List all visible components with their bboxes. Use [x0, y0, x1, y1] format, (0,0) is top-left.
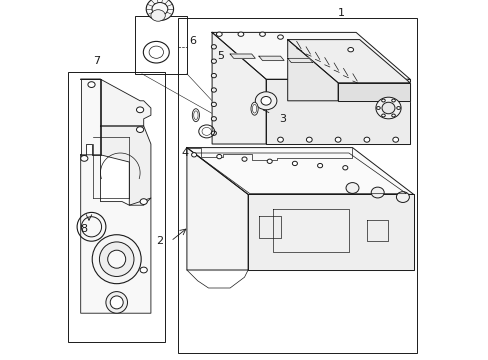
Polygon shape: [101, 126, 151, 205]
Text: 6: 6: [188, 36, 195, 46]
Ellipse shape: [261, 96, 270, 105]
Ellipse shape: [381, 102, 394, 114]
Text: 1: 1: [338, 8, 345, 18]
Ellipse shape: [391, 99, 394, 102]
Ellipse shape: [211, 88, 216, 92]
Ellipse shape: [99, 242, 134, 276]
Polygon shape: [287, 58, 312, 63]
Ellipse shape: [106, 292, 127, 313]
Ellipse shape: [396, 107, 400, 109]
Ellipse shape: [376, 107, 380, 109]
Polygon shape: [212, 32, 409, 79]
Ellipse shape: [211, 59, 216, 63]
Text: 7: 7: [93, 56, 100, 66]
Ellipse shape: [381, 99, 385, 102]
Ellipse shape: [392, 137, 398, 142]
Ellipse shape: [211, 45, 216, 49]
Ellipse shape: [335, 137, 340, 142]
Bar: [178, 18, 416, 353]
Polygon shape: [186, 148, 413, 194]
Ellipse shape: [140, 267, 147, 273]
Ellipse shape: [211, 117, 216, 121]
Text: 3: 3: [278, 114, 285, 124]
Ellipse shape: [255, 92, 276, 110]
Text: 4: 4: [181, 148, 188, 158]
Text: 2: 2: [156, 236, 163, 246]
Ellipse shape: [396, 192, 408, 202]
Polygon shape: [81, 79, 101, 155]
Ellipse shape: [363, 137, 369, 142]
Polygon shape: [230, 54, 255, 58]
Ellipse shape: [370, 187, 384, 198]
Ellipse shape: [216, 154, 222, 159]
Ellipse shape: [347, 48, 353, 52]
Ellipse shape: [381, 114, 385, 117]
Polygon shape: [212, 32, 265, 144]
Ellipse shape: [136, 107, 143, 113]
Ellipse shape: [107, 250, 125, 268]
Polygon shape: [366, 220, 387, 241]
Ellipse shape: [110, 296, 123, 309]
Ellipse shape: [216, 32, 222, 36]
Ellipse shape: [81, 156, 88, 161]
Polygon shape: [265, 79, 409, 144]
Ellipse shape: [266, 159, 272, 163]
Ellipse shape: [92, 235, 141, 284]
Ellipse shape: [242, 157, 246, 161]
Ellipse shape: [136, 127, 143, 132]
Polygon shape: [287, 40, 337, 101]
Ellipse shape: [146, 0, 173, 21]
Ellipse shape: [238, 32, 244, 36]
Bar: [68, 72, 165, 342]
Ellipse shape: [211, 102, 216, 107]
Ellipse shape: [277, 35, 283, 39]
Ellipse shape: [375, 97, 400, 119]
Polygon shape: [258, 56, 284, 60]
Ellipse shape: [306, 137, 311, 142]
Polygon shape: [81, 79, 151, 126]
Ellipse shape: [250, 102, 258, 115]
Ellipse shape: [317, 163, 322, 168]
Ellipse shape: [391, 114, 394, 117]
Ellipse shape: [342, 166, 347, 170]
Text: 5: 5: [217, 51, 224, 61]
Ellipse shape: [191, 153, 196, 157]
Bar: [134, 16, 186, 74]
Ellipse shape: [211, 131, 216, 135]
Ellipse shape: [292, 161, 297, 166]
Ellipse shape: [277, 137, 283, 142]
Ellipse shape: [259, 32, 265, 36]
Ellipse shape: [88, 82, 95, 87]
Polygon shape: [81, 155, 151, 313]
Ellipse shape: [140, 199, 147, 204]
Polygon shape: [247, 194, 413, 270]
Polygon shape: [258, 216, 280, 238]
Text: 8: 8: [81, 224, 88, 234]
Polygon shape: [186, 148, 247, 270]
Polygon shape: [287, 40, 409, 83]
Ellipse shape: [151, 10, 165, 21]
Polygon shape: [337, 83, 409, 101]
Ellipse shape: [346, 183, 358, 193]
Ellipse shape: [211, 73, 216, 78]
Ellipse shape: [192, 109, 199, 122]
Polygon shape: [273, 209, 348, 252]
